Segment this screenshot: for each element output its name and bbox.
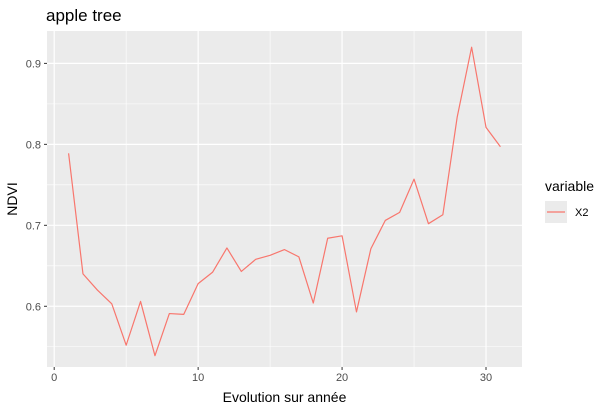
legend-label-x2: X2 <box>575 207 588 219</box>
legend: variable X2 <box>545 178 594 223</box>
series-layer <box>67 46 501 357</box>
minor-gridlines <box>47 31 522 367</box>
x-axis: 0 10 20 30 <box>51 367 492 384</box>
y-axis: 0.6 0.7 0.8 0.9 <box>26 58 47 313</box>
chart-title: apple tree <box>46 6 122 25</box>
y-tick-label: 0.9 <box>26 58 41 70</box>
major-gridlines <box>47 31 522 367</box>
y-tick-label: 0.7 <box>26 220 41 232</box>
legend-title: variable <box>545 178 594 194</box>
plot-panel <box>47 31 522 367</box>
y-tick-label: 0.6 <box>26 301 41 313</box>
x-tick-label: 20 <box>336 372 348 384</box>
x-tick-label: 10 <box>192 372 204 384</box>
x-tick-label: 30 <box>480 372 492 384</box>
x-axis-title: Evolution sur année <box>223 389 347 405</box>
y-tick-label: 0.8 <box>26 139 41 151</box>
series-line-x2 <box>67 46 501 357</box>
y-axis-title: NDVI <box>4 182 20 215</box>
x-tick-label: 0 <box>51 372 57 384</box>
